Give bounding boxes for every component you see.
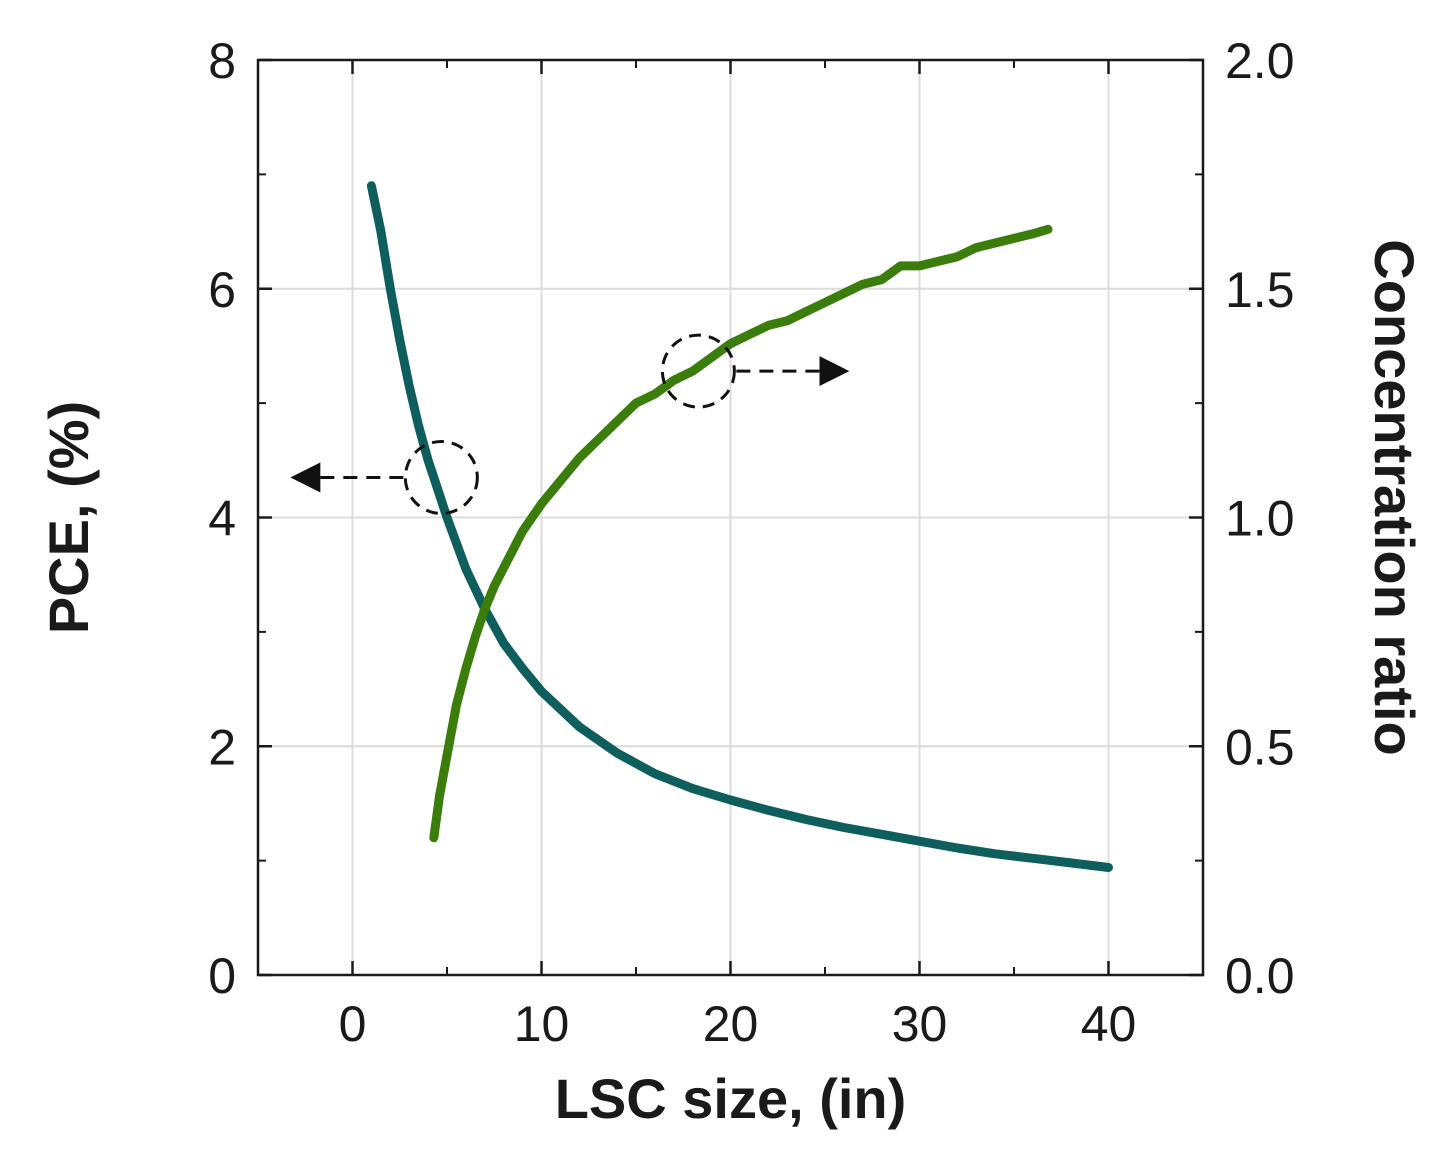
x-tick-label: 10 xyxy=(514,996,570,1052)
y-axis-title-left: PCE, (%) xyxy=(37,401,100,634)
x-tick-label: 0 xyxy=(339,996,367,1052)
x-axis-title: LSC size, (in) xyxy=(555,1067,907,1130)
y-axis-title-right: Concentration ratio xyxy=(1363,239,1426,755)
y-tick-label-right: 1.5 xyxy=(1225,262,1295,318)
annotations xyxy=(290,333,850,515)
x-tick-label: 30 xyxy=(892,996,948,1052)
grid-lines xyxy=(258,60,1203,975)
y-tick-label-left: 2 xyxy=(208,719,236,775)
x-tick-label: 20 xyxy=(703,996,759,1052)
y-tick-label-left: 8 xyxy=(208,33,236,89)
ticks: 0 10 20 30 40 0 2 4 6 8 0.0 0.5 1.0 1.5 2.0 xyxy=(208,33,1294,1052)
y-tick-label-right: 0.5 xyxy=(1225,719,1295,775)
y-tick-label-right: 1.0 xyxy=(1225,491,1295,547)
y-tick-label-right: 2.0 xyxy=(1225,33,1295,89)
x-tick-label: 40 xyxy=(1081,996,1137,1052)
series-layer xyxy=(366,181,1113,872)
y-tick-label-left: 6 xyxy=(208,262,236,318)
y-tick-label-right: 0.0 xyxy=(1225,948,1295,1004)
annotation-circle xyxy=(403,439,479,515)
y-tick-label-left: 4 xyxy=(208,491,236,547)
series-line-concentration-ratio xyxy=(429,224,1053,843)
annotation-circle xyxy=(660,333,736,409)
series-line-pce xyxy=(366,181,1113,872)
y-tick-label-left: 0 xyxy=(208,948,236,1004)
